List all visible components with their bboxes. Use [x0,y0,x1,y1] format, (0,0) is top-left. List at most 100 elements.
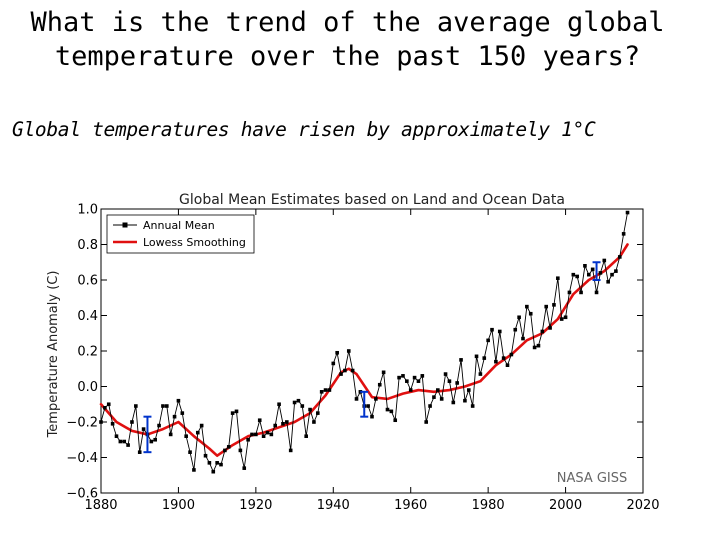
annual-mean-point [621,232,626,236]
annual-mean-point [172,414,177,419]
annual-mean-point [141,427,146,431]
annual-mean-point [625,210,630,215]
x-tick-label: 2000 [549,498,582,513]
legend-label-lowess-smoothing: Lowess Smoothing [143,236,246,249]
annual-mean-point [219,462,223,467]
annual-mean-point [447,379,452,383]
legend-box [106,214,255,254]
annual-mean-point [257,418,262,423]
y-tick-label: −0.2 [66,416,98,431]
annual-mean-point [490,327,494,332]
legend-swatch-annual-marker [122,222,128,228]
annual-mean-point [416,379,421,383]
annual-mean-point [149,439,154,444]
annual-mean-point [610,272,614,277]
annual-mean-point [606,279,610,284]
error-bar [360,390,369,418]
annual-mean-point [126,443,130,447]
annual-mean-point [106,402,111,407]
annual-mean-point [346,349,351,353]
chart-title: Global Mean Estimates based on Land and … [179,192,565,208]
annual-mean-point [114,434,119,438]
annual-mean-point [517,315,521,320]
annual-mean-point [323,388,328,392]
annual-mean-point [366,404,370,408]
annual-mean-point [122,439,127,444]
annual-mean-point [165,404,169,408]
smoothing-layer [99,243,629,458]
annual-mean-point [203,453,208,458]
annual-mean-point [226,445,231,449]
annual-mean-point [176,398,181,403]
y-tick-label: −0.4 [66,451,98,466]
annual-mean-point [509,352,514,357]
annual-mean-point [455,381,459,385]
annual-mean-point [234,409,239,414]
y-tick-label: −0.6 [66,487,98,502]
annual-mean-point [598,271,603,275]
slide-title: What is the trend of the average global … [0,6,695,74]
y-tick-label: 0.6 [77,274,98,289]
annual-mean-point [316,411,320,415]
annual-mean-point [405,379,409,383]
annual-mean-point [505,363,510,367]
annual-mean-point [195,430,200,435]
annual-mean-point [354,397,359,401]
annual-mean-point [254,432,258,437]
annual-mean-point [548,326,552,330]
chart-legend: Annual Mean Lowess Smoothing [106,214,255,254]
annual-mean-point [594,290,599,295]
slide-title-line-2: temperature over the past 150 years? [54,41,641,72]
annual-mean-point [486,338,490,343]
annual-mean-point [242,466,247,470]
annual-mean-point [536,343,541,348]
annual-mean-point [277,402,281,407]
annual-mean-point [463,398,467,403]
annual-mean-point [614,269,618,273]
annual-mean-point [474,354,479,359]
annual-mean-point [246,437,250,442]
annual-mean-point [110,421,115,426]
annual-mean-point [559,317,564,321]
annual-mean-point [389,409,394,414]
lowess-smoothing-line [99,243,629,458]
annual-mean-point [230,411,235,415]
annual-mean-point [319,390,324,394]
annual-mean-point [563,315,568,320]
annual-mean-point [335,350,339,355]
error-bar [592,261,601,281]
annual-mean-point [281,421,285,426]
annual-mean-point [370,414,374,419]
annual-mean-point [292,400,297,405]
annual-mean-point [602,258,607,263]
annual-mean-point [285,420,289,424]
annual-mean-point [552,303,556,307]
slide-title-line-1: What is the trend of the average global [30,7,665,38]
error-bar-layer [143,261,601,454]
annual-mean-point [590,267,595,272]
annual-mean-point [571,272,576,277]
annual-mean-point [223,448,227,453]
annual-mean-point [482,356,487,360]
annual-mean-point [385,407,390,412]
annual-mean-point [540,329,545,334]
annual-mean-point [180,411,185,415]
x-tick-label: 2020 [626,498,659,513]
annual-mean-point [501,356,506,360]
annual-mean-point [377,382,382,387]
annual-mean-point [261,434,266,438]
annual-mean-point [304,434,308,438]
y-tick-label: 1.0 [77,203,98,218]
y-tick-label: 0.2 [77,345,98,360]
annual-mean-point [157,423,161,428]
x-tick-label: 1880 [84,498,117,513]
annual-mean-point [528,311,533,316]
annual-mean-point [575,274,579,279]
annual-mean-point [424,420,428,424]
annual-mean-point [269,432,274,437]
annual-mean-point [265,430,270,435]
annual-mean-point [556,276,560,281]
annual-mean-point [207,461,212,465]
x-tick-label: 1960 [394,498,427,513]
annual-mean-point [567,290,572,295]
